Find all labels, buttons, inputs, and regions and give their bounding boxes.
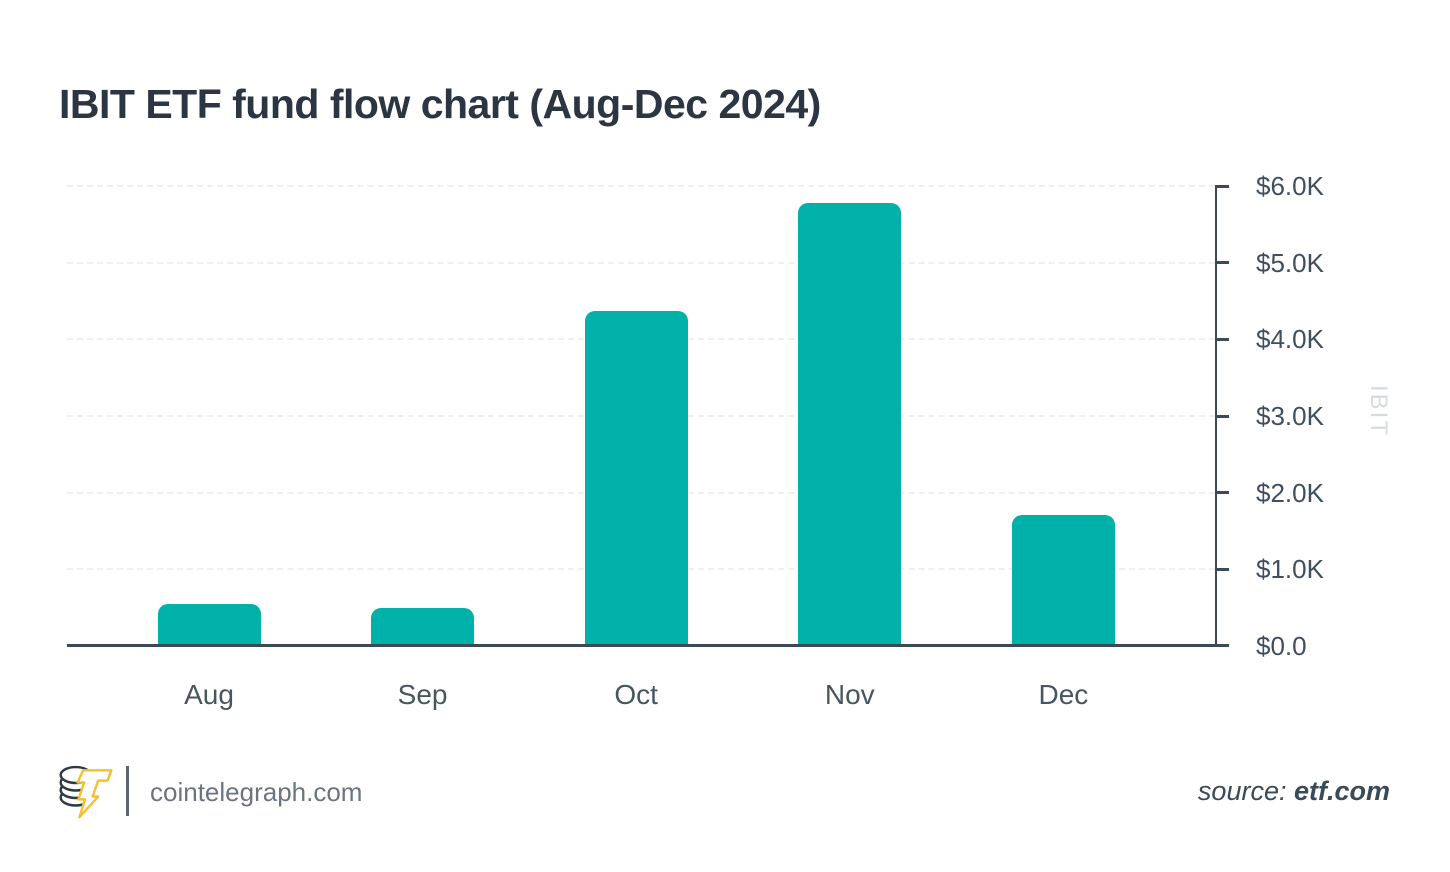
page-title: IBIT ETF fund flow chart (Aug-Dec 2024) xyxy=(59,81,821,128)
y-axis-tick-label: $6.0K xyxy=(1256,171,1324,201)
y-axis-tick xyxy=(1215,567,1229,571)
bar-nov xyxy=(798,203,902,646)
brand-domain-text: cointelegraph.com xyxy=(150,777,363,807)
bar-sep xyxy=(371,608,475,646)
x-axis-line xyxy=(67,644,1229,647)
bar-oct xyxy=(584,311,688,646)
source-line: source: etf.com xyxy=(1198,776,1390,807)
bar-aug xyxy=(157,604,261,646)
source-domain-text: etf.com xyxy=(1293,776,1390,806)
y-axis-tick-label: $3.0K xyxy=(1256,401,1324,431)
y-axis-tick xyxy=(1215,184,1229,188)
x-axis-label-oct: Oct xyxy=(614,679,658,710)
y-axis-tick xyxy=(1215,261,1229,265)
y-axis-tick xyxy=(1215,414,1229,418)
y-axis-tick xyxy=(1215,337,1229,341)
y-axis-tick-label: $4.0K xyxy=(1256,324,1324,355)
x-axis-label-dec: Dec xyxy=(1038,679,1089,710)
y-axis-title: IBIT xyxy=(1365,385,1392,438)
x-axis-label-nov: Nov xyxy=(824,679,875,710)
y-axis-tick-label: $2.0K xyxy=(1256,477,1324,508)
y-axis-tick-label: $0.0 xyxy=(1256,631,1307,661)
x-axis-label-sep: Sep xyxy=(397,679,448,710)
y-axis-tick-label: $5.0K xyxy=(1256,247,1324,278)
y-axis-tick-label: $1.0K xyxy=(1256,554,1324,585)
bar-dec xyxy=(1011,515,1115,646)
lightning-bolt-icon xyxy=(76,769,113,819)
x-axis-label-aug: Aug xyxy=(184,679,234,710)
footer-divider xyxy=(126,766,129,816)
plot-area xyxy=(67,185,1215,646)
gridline xyxy=(67,261,1215,264)
gridline xyxy=(67,185,1215,187)
y-axis-tick xyxy=(1215,491,1229,495)
cointelegraph-logo-icon xyxy=(59,765,113,819)
source-label: source: xyxy=(1197,776,1294,806)
